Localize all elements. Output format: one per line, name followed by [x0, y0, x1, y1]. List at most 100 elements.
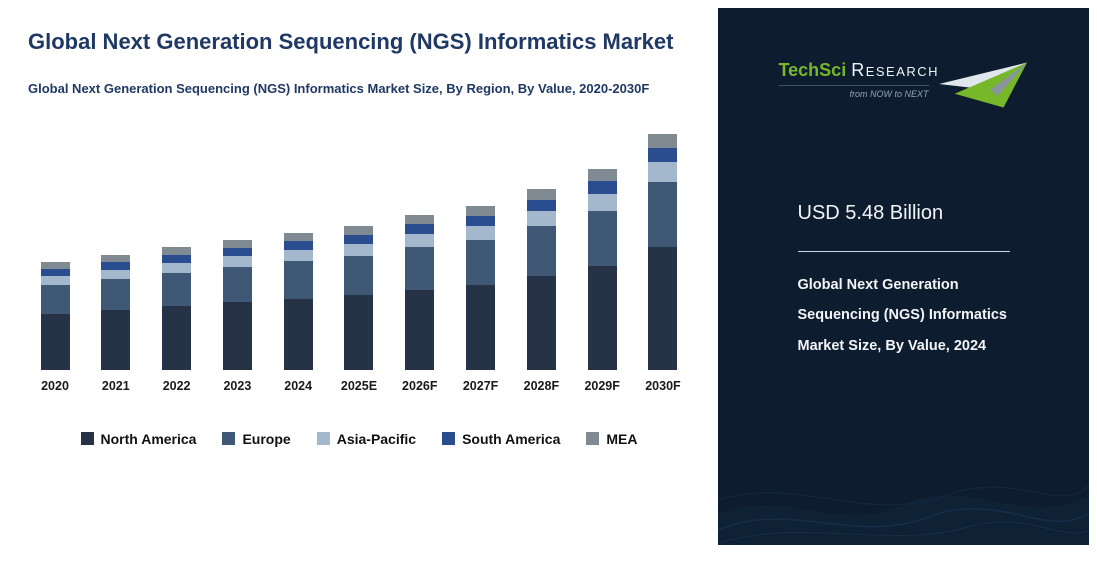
- legend-swatch-north-america: [80, 432, 94, 446]
- stacked-bar-chart: [28, 118, 690, 370]
- bar-segment-mea: [222, 239, 252, 248]
- bar-segment-europe: [283, 260, 313, 299]
- bar-segment-asia-pacific: [648, 161, 678, 182]
- bar-segment-europe: [101, 278, 131, 310]
- x-axis-label: 2022: [162, 378, 191, 393]
- bar-segment-europe: [344, 255, 374, 295]
- arrow-icon: [938, 62, 1027, 108]
- x-axis-label: 2026F: [402, 378, 438, 393]
- bar-segment-north-america: [101, 309, 131, 370]
- bar-segment-mea: [344, 225, 374, 235]
- bar-segment-asia-pacific: [466, 225, 496, 240]
- chart-legend: North America Europe Asia-Pacific South Ame…: [28, 431, 690, 447]
- chart-subtitle: Global Next Generation Sequencing (NGS) …: [28, 80, 650, 96]
- bar-segment-asia-pacific: [222, 255, 252, 267]
- bar-stack: [101, 254, 131, 370]
- brand-primary: TechSci: [778, 60, 847, 80]
- bar-segment-north-america: [587, 265, 617, 370]
- bar-segment-europe: [587, 210, 617, 266]
- bar-segment-europe: [162, 272, 192, 306]
- brand-tagline: from NOW to NEXT: [778, 85, 929, 99]
- brand-secondary: Research: [851, 60, 940, 80]
- chart-panel: Global Next Generation Sequencing (NGS) …: [28, 29, 690, 447]
- bar-segment-north-america: [162, 305, 192, 370]
- bar-segment-asia-pacific: [283, 249, 313, 261]
- x-axis-label: 2027F: [462, 378, 499, 393]
- bar-segment-asia-pacific: [162, 262, 192, 273]
- legend-swatch-mea: [586, 432, 600, 446]
- legend-label: MEA: [606, 430, 638, 447]
- bar-segment-mea: [587, 168, 617, 181]
- bar-column-2028f: [518, 188, 564, 370]
- x-axis-label: 2025E: [340, 378, 378, 393]
- x-axis-label: 2029F: [584, 378, 620, 393]
- bar-segment-asia-pacific: [405, 233, 435, 247]
- x-axis-label: 2023: [223, 378, 252, 393]
- bar-segment-north-america: [405, 289, 435, 370]
- bar-stack: [587, 168, 617, 370]
- wave-texture: [718, 484, 1089, 545]
- bar-segment-mea: [526, 188, 556, 200]
- info-panel: TechSci Research from NOW to NEXT USD 5.…: [718, 8, 1089, 545]
- bar-stack: [648, 133, 678, 370]
- bar-segment-north-america: [283, 298, 313, 370]
- bar-segment-north-america: [344, 294, 374, 370]
- bar-segment-europe: [40, 284, 70, 314]
- bar-segment-mea: [648, 133, 678, 148]
- bar-segment-north-america: [40, 313, 70, 370]
- market-description: Global Next Generation Sequencing (NGS) …: [797, 277, 1007, 354]
- bar-column-2030f: [640, 133, 686, 370]
- legend-item-mea: MEA: [586, 431, 637, 447]
- bar-segment-europe: [648, 181, 678, 247]
- bar-column-2022: [154, 246, 200, 370]
- bar-segment-south-america: [648, 147, 678, 162]
- bar-stack: [466, 205, 496, 370]
- x-axis-label: 2021: [101, 378, 130, 393]
- legend-label: Europe: [242, 430, 291, 447]
- bar-segment-europe: [222, 266, 252, 302]
- bar-column-2029f: [579, 168, 625, 370]
- bar-column-2023: [214, 239, 260, 370]
- bar-column-2021: [93, 254, 139, 370]
- bar-stack: [344, 225, 374, 370]
- legend-item-north-america: North America: [80, 430, 197, 447]
- bar-segment-south-america: [587, 180, 617, 194]
- bar-segment-asia-pacific: [344, 243, 374, 256]
- bar-segment-south-america: [101, 261, 131, 270]
- bar-column-2024: [275, 232, 321, 370]
- bar-segment-europe: [526, 225, 556, 276]
- bar-segment-south-america: [466, 215, 496, 226]
- divider: [797, 251, 1010, 252]
- bar-segment-south-america: [40, 268, 70, 276]
- bar-segment-asia-pacific: [40, 275, 70, 285]
- bar-segment-mea: [162, 246, 192, 255]
- bar-segment-south-america: [526, 199, 556, 211]
- bar-segment-mea: [101, 254, 131, 262]
- bar-segment-south-america: [222, 247, 252, 256]
- bar-column-2026f: [397, 214, 443, 370]
- bar-segment-mea: [283, 232, 313, 241]
- legend-item-asia-pacific: Asia-Pacific: [316, 431, 416, 447]
- bar-segment-mea: [40, 261, 70, 269]
- bar-segment-north-america: [526, 275, 556, 370]
- bar-segment-asia-pacific: [526, 210, 556, 226]
- bar-stack: [283, 232, 313, 370]
- bar-segment-asia-pacific: [101, 269, 131, 279]
- bar-segment-mea: [405, 214, 435, 224]
- bar-stack: [162, 246, 192, 370]
- bar-segment-north-america: [648, 246, 678, 370]
- x-axis-label: 2030F: [645, 378, 681, 393]
- bar-stack: [40, 261, 70, 370]
- bar-column-2027f: [458, 205, 504, 370]
- techsci-logo: TechSci Research from NOW to NEXT: [778, 60, 1029, 110]
- legend-swatch-south-america: [442, 432, 456, 446]
- market-value: USD 5.48 Billion: [797, 202, 944, 224]
- bar-stack: [405, 214, 435, 370]
- bar-stack: [526, 188, 556, 370]
- techsci-logo-text: TechSci Research from NOW to NEXT: [778, 60, 938, 99]
- legend-label: North America: [100, 430, 197, 447]
- x-axis-label: 2028F: [523, 378, 560, 393]
- x-axis-label: 2024: [284, 378, 313, 393]
- bar-segment-mea: [466, 205, 496, 216]
